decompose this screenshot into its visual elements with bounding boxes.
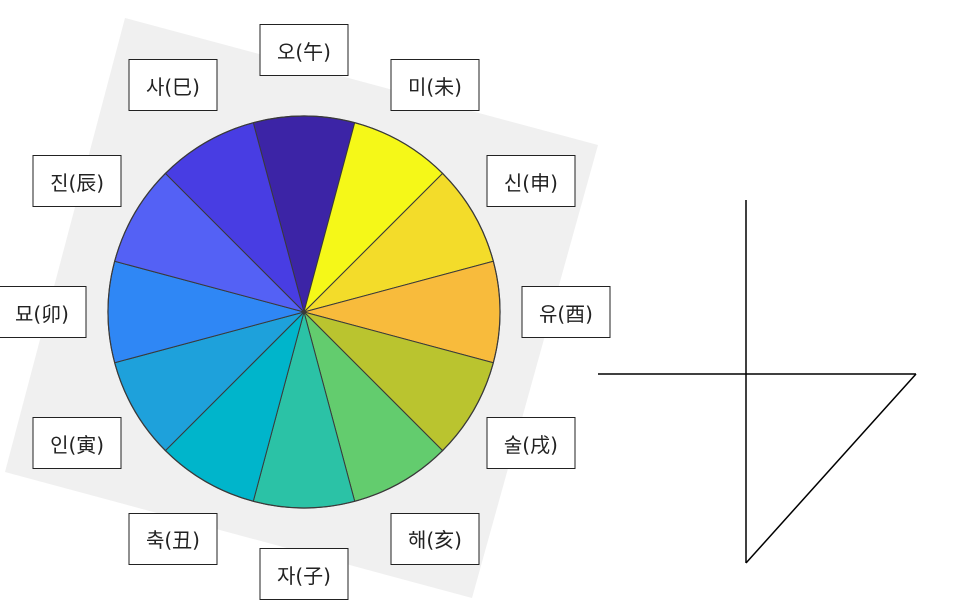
glyph-diagonal-stroke (746, 374, 916, 563)
